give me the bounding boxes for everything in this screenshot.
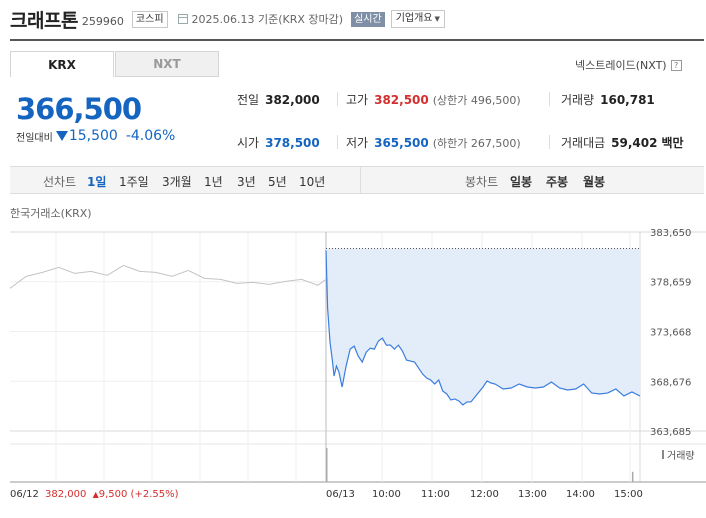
stat-amount: 거래대금 59,402 백만: [561, 134, 684, 151]
price-change: 전일대비 15,500 -4.06%: [16, 128, 175, 144]
stat-upper-limit: (상한가 496,500): [432, 94, 521, 107]
y-tick-label: 373,668: [650, 327, 691, 338]
x-tick-label: 12:00: [470, 489, 499, 500]
stock-name: 크래프톤: [10, 9, 78, 32]
header-divider: [10, 39, 704, 41]
prev-change-percent: (+2.55%): [130, 489, 179, 500]
calendar-icon: [177, 14, 188, 24]
stat-divider: [337, 92, 338, 106]
period-bar-divider: [360, 167, 361, 193]
stat-value: 59,402: [611, 136, 658, 150]
prev-day-summary: 06/12 382,000 ▲9,500 (+2.55%): [10, 489, 179, 500]
period-bar: 선차트 1일 1주일 3개월 1년 3년 5년 10년 봉차트 일봉 주봉 월봉: [10, 166, 704, 194]
period-1w[interactable]: 1주일: [119, 175, 149, 189]
chart-labels: 383,650 378,659 373,668 368,676 363,685: [650, 228, 691, 438]
volume-legend-label: 거래량: [667, 451, 695, 462]
series-line-previous-day: [9, 264, 327, 289]
stat-lower-limit: (하한가 267,500): [432, 137, 521, 150]
stat-label: 거래량: [561, 93, 595, 107]
stock-header: 크래프톤 259960 코스피 2025.06.13 기준(KRX 장마감) 실…: [10, 6, 445, 32]
stat-label: 거래대금: [561, 136, 606, 150]
x-tick-label: 11:00: [421, 489, 450, 500]
change-label: 전일대비: [16, 132, 53, 144]
x-tick-label: 06/13: [326, 489, 355, 500]
company-overview-label: 기업개요: [395, 13, 433, 24]
down-arrow-icon: [55, 131, 68, 141]
change-percent: -4.06%: [125, 128, 176, 144]
change-amount: 15,500: [68, 128, 118, 144]
stat-value: 160,781: [600, 93, 655, 107]
volume-bar: [631, 471, 634, 482]
stat-low: 저가 365,500 (하한가 267,500): [346, 134, 521, 151]
chart-grid: [10, 231, 706, 483]
tab-krx[interactable]: KRX: [10, 51, 114, 77]
current-price: 366,500: [16, 92, 142, 126]
y-tick-label: 378,659: [650, 278, 691, 289]
chart-exchange-title: 한국거래소(KRX): [10, 207, 92, 220]
prev-price: 382,000: [45, 489, 87, 500]
nxt-link[interactable]: 넥스트레이드(NXT) ?: [575, 57, 682, 73]
x-tick-label: 13:00: [518, 489, 547, 500]
x-tick-label: 15:00: [614, 489, 643, 500]
live-button[interactable]: 실시간: [351, 11, 385, 27]
period-1y[interactable]: 1년: [204, 175, 223, 189]
tab-nxt[interactable]: NXT: [115, 51, 219, 77]
stat-divider: [549, 135, 550, 149]
volume-legend: 거래량: [662, 447, 695, 462]
candle-weekly[interactable]: 주봉: [546, 175, 569, 189]
nxt-link-label: 넥스트레이드(NXT): [575, 59, 667, 72]
stat-high: 고가 382,500 (상한가 496,500): [346, 91, 521, 108]
series-line-today: [325, 250, 641, 406]
stat-label: 고가: [346, 93, 369, 107]
stat-label: 전일: [237, 93, 260, 107]
period-10y[interactable]: 10년: [299, 175, 326, 189]
stock-code: 259960: [81, 14, 124, 28]
volume-swatch: [662, 450, 664, 459]
prev-change: 9,500: [98, 489, 128, 500]
y-tick-label: 383,650: [650, 228, 691, 239]
candle-daily[interactable]: 일봉: [510, 175, 533, 189]
y-tick-label: 363,685: [650, 427, 691, 438]
volume-bar: [326, 448, 328, 482]
stat-label: 저가: [346, 136, 369, 150]
help-icon[interactable]: ?: [670, 59, 682, 71]
up-arrow-icon: ▲: [92, 490, 99, 499]
chevron-down-icon: ▼: [434, 15, 440, 23]
candle-chart-title: 봉차트: [465, 175, 499, 189]
stat-prev-close: 전일 382,000: [237, 91, 320, 108]
stat-unit: 백만: [661, 136, 684, 150]
period-3m[interactable]: 3개월: [162, 175, 192, 189]
stat-value: 365,500: [374, 136, 429, 150]
market-badge: 코스피: [131, 10, 168, 28]
candle-monthly[interactable]: 월봉: [583, 175, 606, 189]
y-tick-label: 368,676: [650, 377, 691, 388]
series-area-today: [326, 248, 640, 405]
stat-value: 382,500: [374, 93, 429, 107]
x-tick-label: 10:00: [372, 489, 401, 500]
x-tick-label: 14:00: [566, 489, 595, 500]
stat-divider: [337, 135, 338, 149]
period-3y[interactable]: 3년: [237, 175, 256, 189]
stat-value: 382,000: [265, 93, 320, 107]
volume-area: [326, 448, 634, 482]
period-5y[interactable]: 5년: [268, 175, 287, 189]
period-1d[interactable]: 1일: [87, 175, 107, 189]
stat-divider: [549, 92, 550, 106]
stat-label: 시가: [237, 136, 260, 150]
stat-open: 시가 378,500: [237, 134, 320, 151]
chart-marks: [9, 247, 641, 406]
as-of-date: 2025.06.13 기준(KRX 장마감): [191, 13, 344, 26]
stat-value: 378,500: [265, 136, 320, 150]
prev-date: 06/12: [10, 489, 39, 500]
line-chart-title: 선차트: [43, 175, 77, 189]
stat-volume: 거래량 160,781: [561, 91, 655, 108]
company-overview-button[interactable]: 기업개요 ▼: [390, 10, 445, 28]
